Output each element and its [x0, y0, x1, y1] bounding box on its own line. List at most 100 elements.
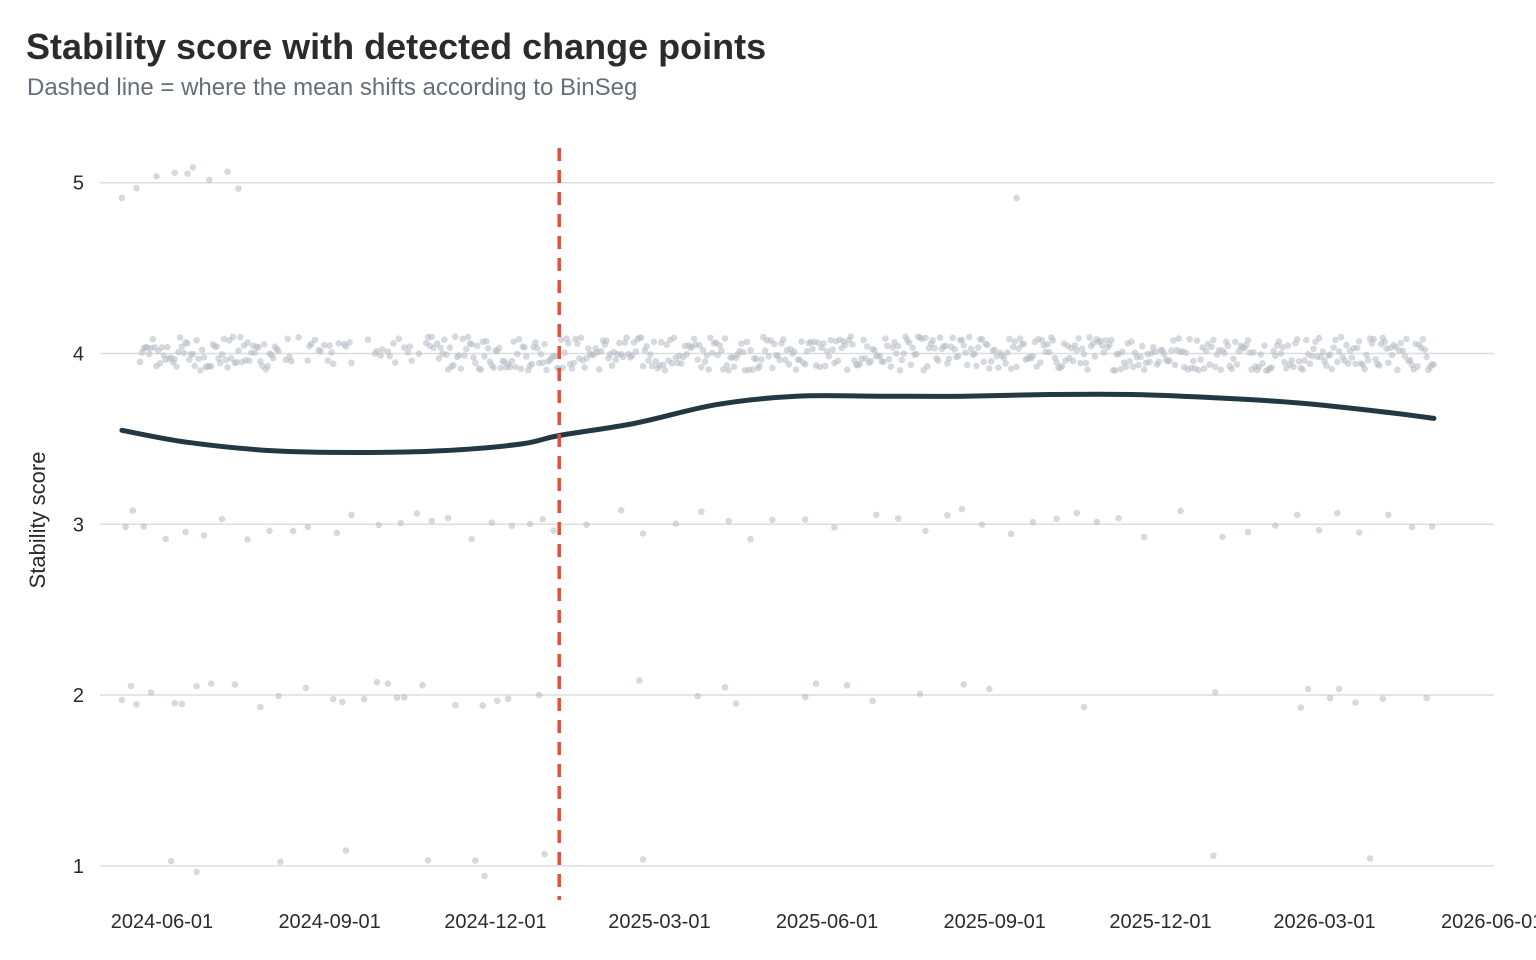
data-point [985, 365, 993, 372]
data-point [218, 351, 226, 358]
data-point [1140, 366, 1148, 373]
data-point [893, 350, 900, 357]
scatter-points [118, 164, 1438, 880]
data-point [1073, 346, 1081, 354]
data-point [1297, 704, 1305, 711]
data-point [639, 363, 647, 370]
data-point [1428, 523, 1436, 530]
data-point [1053, 359, 1060, 366]
data-point [233, 358, 240, 366]
data-point [395, 335, 403, 343]
data-point [1186, 335, 1193, 343]
data-point [1233, 361, 1241, 368]
data-point [1166, 357, 1173, 364]
data-point [227, 355, 235, 362]
data-point [825, 353, 833, 360]
data-point [1044, 340, 1051, 348]
data-point [770, 340, 778, 348]
data-point [672, 520, 680, 527]
data-point [1000, 354, 1008, 362]
data-point [284, 335, 291, 343]
data-point [1224, 342, 1232, 350]
data-point [364, 336, 372, 343]
data-point [951, 345, 958, 353]
data-point [1211, 363, 1219, 371]
data-point [978, 335, 986, 343]
data-point [639, 530, 647, 537]
data-point [827, 336, 835, 344]
trend-line [119, 391, 1437, 456]
data-point [1257, 351, 1265, 358]
data-point [1128, 338, 1135, 345]
data-point [616, 339, 623, 347]
data-point [931, 344, 938, 352]
data-point [1078, 345, 1086, 353]
data-point [373, 678, 381, 686]
y-tick-label: 5 [73, 173, 84, 195]
data-point [237, 333, 244, 341]
data-point [1118, 348, 1126, 356]
data-point [1029, 352, 1037, 360]
data-point [452, 333, 459, 340]
data-point [178, 700, 186, 708]
data-point [863, 343, 871, 350]
data-point [180, 349, 188, 357]
data-point [978, 521, 986, 528]
data-point [585, 345, 592, 352]
data-point [1394, 366, 1401, 374]
data-point [459, 335, 466, 343]
data-point [643, 342, 650, 350]
data-point [1126, 357, 1133, 365]
data-point [446, 344, 454, 351]
data-point [424, 857, 432, 864]
data-point [1007, 365, 1015, 372]
data-point [894, 515, 902, 522]
data-point [484, 345, 492, 352]
data-point [528, 360, 536, 368]
data-point [958, 505, 966, 513]
data-point [756, 362, 763, 370]
data-point [583, 521, 590, 528]
data-point [379, 345, 386, 353]
data-point [747, 535, 754, 543]
data-point [1202, 347, 1210, 354]
data-point [133, 701, 140, 708]
data-point [747, 346, 754, 354]
data-point [707, 334, 714, 342]
data-point [171, 699, 179, 707]
data-point [1122, 363, 1130, 371]
data-point [173, 363, 180, 370]
data-point [894, 342, 902, 350]
data-point [535, 691, 543, 699]
data-point [1401, 352, 1409, 360]
data-point [860, 336, 867, 344]
data-point [716, 341, 723, 349]
data-point [468, 535, 476, 543]
data-point [413, 510, 421, 517]
data-point [1190, 357, 1197, 365]
data-point [483, 337, 490, 345]
data-point [721, 683, 729, 691]
data-point [175, 348, 182, 356]
data-point [1408, 523, 1416, 531]
data-point [944, 511, 951, 519]
data-point [1082, 359, 1090, 367]
data-point [539, 359, 547, 366]
data-point [792, 366, 800, 373]
data-point [1326, 351, 1334, 358]
data-point [929, 337, 937, 344]
data-point [758, 356, 765, 363]
data-point [1108, 336, 1115, 344]
data-point [1375, 362, 1383, 369]
data-point [690, 335, 698, 343]
data-point [701, 358, 709, 365]
data-point [723, 361, 731, 369]
data-point [1379, 695, 1387, 702]
data-point [1208, 343, 1215, 351]
data-point [207, 680, 215, 687]
data-point [1306, 360, 1314, 368]
data-point [980, 358, 988, 366]
data-point [1268, 364, 1275, 371]
data-point [189, 350, 197, 358]
